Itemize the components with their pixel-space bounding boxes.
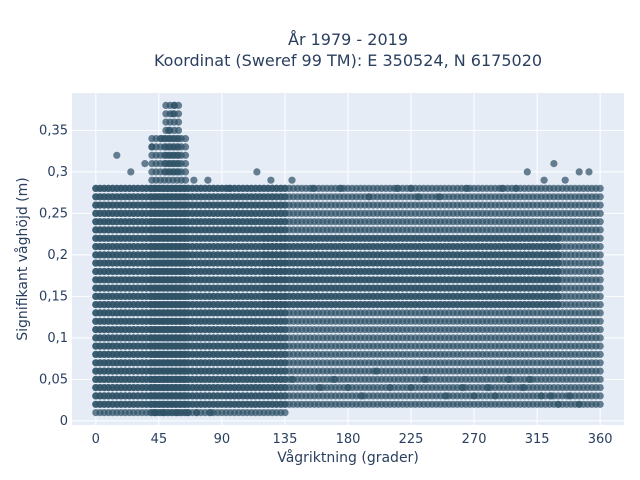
data-point (281, 326, 289, 334)
data-point (596, 276, 604, 284)
data-point (281, 384, 289, 392)
data-point (181, 160, 190, 168)
data-point (174, 160, 183, 168)
data-point (181, 135, 190, 143)
data-point (596, 301, 604, 309)
data-point (596, 267, 604, 276)
data-point (181, 350, 190, 358)
data-point (181, 276, 190, 284)
data-point (281, 400, 289, 408)
data-point (181, 193, 190, 201)
data-point (174, 126, 183, 134)
data-point (181, 284, 190, 292)
data-point (281, 359, 289, 367)
data-point (181, 326, 190, 334)
data-point (181, 375, 190, 383)
data-point (596, 209, 604, 217)
data-point (181, 317, 190, 325)
data-point (596, 342, 604, 350)
data-point (181, 143, 190, 151)
data-point (281, 226, 289, 234)
data-point (181, 267, 190, 276)
data-point (181, 392, 190, 400)
data-point (281, 350, 289, 358)
data-point (596, 350, 604, 358)
data-point (596, 359, 604, 367)
data-point (181, 400, 190, 408)
data-point (596, 392, 604, 400)
chart-title-line-2: Koordinat (Sweref 99 TM): E 350524, N 61… (154, 51, 542, 70)
data-point (181, 342, 190, 350)
data-point (281, 317, 289, 325)
data-point (181, 168, 190, 176)
data-point (181, 359, 190, 367)
data-point (281, 409, 289, 417)
data-point (174, 143, 183, 151)
data-point (596, 375, 604, 383)
data-point (181, 251, 190, 259)
data-point (596, 193, 604, 201)
data-point (281, 334, 289, 342)
data-point (596, 184, 604, 192)
data-point (281, 367, 289, 375)
data-point (596, 234, 604, 242)
data-point (596, 218, 604, 226)
data-point (596, 284, 604, 292)
data-point (281, 201, 289, 209)
data-point (181, 367, 190, 375)
data-point (596, 259, 604, 267)
data-point (596, 251, 604, 259)
data-point (596, 226, 604, 234)
data-point (281, 193, 289, 201)
data-point (181, 209, 190, 217)
data-point (174, 118, 183, 126)
data-point (596, 201, 604, 209)
data-point (181, 234, 190, 242)
data-point (181, 176, 190, 184)
data-point (596, 367, 604, 375)
data-point (554, 301, 562, 309)
data-point (181, 334, 190, 342)
data-points (92, 101, 604, 417)
data-point (596, 326, 604, 334)
chart-title-line-1: År 1979 - 2019 (288, 30, 408, 49)
data-point (281, 218, 289, 226)
data-point (174, 110, 183, 118)
data-point (596, 384, 604, 392)
data-point (596, 317, 604, 325)
data-point (281, 342, 289, 350)
data-point (181, 218, 190, 226)
data-point (181, 259, 190, 267)
data-point (181, 384, 190, 392)
data-point (174, 151, 183, 159)
data-point (281, 375, 289, 383)
data-point (181, 201, 190, 209)
data-point (281, 184, 289, 192)
data-point (596, 334, 604, 342)
data-point (181, 292, 190, 300)
data-point (181, 243, 190, 251)
data-point (181, 151, 190, 159)
data-point (281, 392, 289, 400)
data-point (596, 309, 604, 317)
data-point (174, 135, 183, 143)
data-point (596, 400, 604, 408)
data-point (174, 168, 183, 176)
data-point (181, 309, 190, 317)
data-point (181, 226, 190, 234)
data-point (181, 184, 190, 192)
data-point (181, 301, 190, 309)
data-point (596, 243, 604, 251)
data-point (281, 309, 289, 317)
data-point (596, 292, 604, 300)
data-point (281, 209, 289, 217)
